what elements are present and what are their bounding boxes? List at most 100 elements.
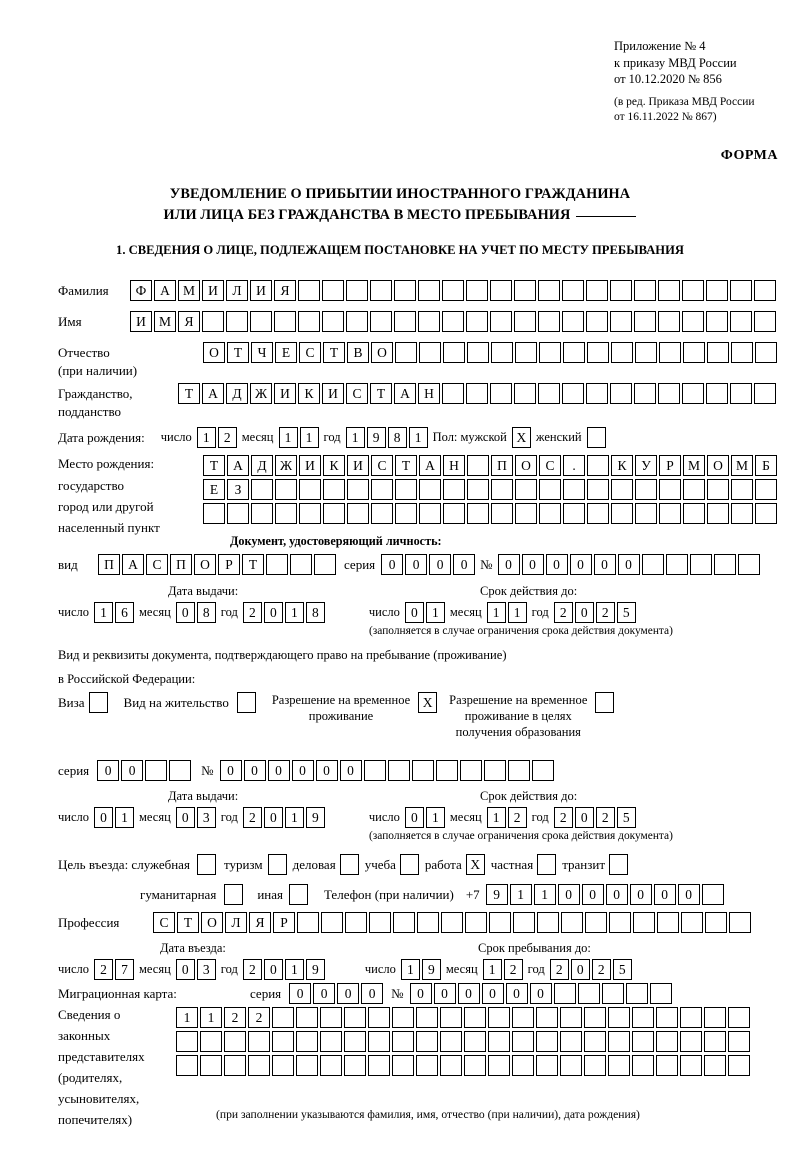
char-cell[interactable]	[272, 1031, 294, 1052]
char-cell[interactable]	[298, 311, 320, 332]
char-cell[interactable]: 2	[224, 1007, 246, 1028]
char-cell[interactable]	[586, 280, 608, 301]
char-cell[interactable]: 1	[509, 884, 532, 905]
char-cell[interactable]: У	[635, 455, 657, 476]
char-cell[interactable]: 2	[242, 602, 262, 623]
char-cell[interactable]: 1	[408, 427, 428, 448]
char-cell[interactable]: 2	[595, 807, 615, 828]
char-cell[interactable]	[587, 455, 609, 476]
char-cell[interactable]: М	[178, 280, 200, 301]
char-cell[interactable]	[464, 1055, 486, 1076]
char-cell[interactable]: 2	[94, 959, 114, 980]
char-cell[interactable]: С	[153, 912, 175, 933]
char-cell[interactable]: 1	[284, 807, 304, 828]
char-cell[interactable]	[339, 854, 359, 875]
char-cell[interactable]: 2	[242, 959, 262, 980]
char-cell[interactable]	[323, 503, 345, 524]
char-cell[interactable]: 1	[486, 807, 506, 828]
char-cell[interactable]	[323, 479, 345, 500]
char-cell[interactable]	[538, 311, 560, 332]
char-cell[interactable]	[536, 1055, 558, 1076]
char-cell[interactable]: 0	[529, 983, 552, 1004]
sex-female-checkbox[interactable]	[586, 427, 606, 448]
char-cell[interactable]: 0	[263, 807, 283, 828]
char-cell[interactable]	[491, 479, 513, 500]
char-cell[interactable]: 5	[616, 602, 636, 623]
char-cell[interactable]: 0	[545, 554, 568, 575]
char-cell[interactable]: 0	[175, 807, 195, 828]
char-cell[interactable]: 2	[553, 602, 573, 623]
char-cell[interactable]	[512, 1055, 534, 1076]
char-cell[interactable]	[368, 1055, 390, 1076]
char-cell[interactable]	[633, 912, 655, 933]
char-cell[interactable]	[728, 1055, 750, 1076]
char-cell[interactable]	[320, 1055, 342, 1076]
char-cell[interactable]	[539, 479, 561, 500]
char-cell[interactable]	[442, 280, 464, 301]
char-cell[interactable]: Р	[273, 912, 295, 933]
char-cell[interactable]	[658, 280, 680, 301]
char-cell[interactable]: 1	[482, 959, 502, 980]
purpose-business-checkbox[interactable]	[339, 854, 359, 875]
char-cell[interactable]	[706, 311, 728, 332]
representatives-row-2-cells[interactable]	[176, 1031, 750, 1052]
char-cell[interactable]	[537, 854, 557, 875]
char-cell[interactable]	[611, 342, 633, 363]
char-cell[interactable]: 0	[569, 554, 592, 575]
temp-residence-checkbox[interactable]: X	[418, 692, 438, 713]
char-cell[interactable]	[483, 760, 506, 781]
char-cell[interactable]	[297, 912, 319, 933]
char-cell[interactable]: 9	[485, 884, 508, 905]
char-cell[interactable]: Я	[178, 311, 200, 332]
char-cell[interactable]: К	[323, 455, 345, 476]
char-cell[interactable]	[562, 383, 584, 404]
char-cell[interactable]	[632, 1031, 654, 1052]
char-cell[interactable]: 0	[653, 884, 676, 905]
char-cell[interactable]	[298, 280, 320, 301]
char-cell[interactable]	[250, 311, 272, 332]
char-cell[interactable]: 2	[595, 602, 615, 623]
char-cell[interactable]: 1	[345, 427, 365, 448]
char-cell[interactable]	[713, 554, 736, 575]
char-cell[interactable]	[440, 1007, 462, 1028]
char-cell[interactable]: 0	[337, 983, 360, 1004]
char-cell[interactable]: X	[418, 692, 438, 713]
char-cell[interactable]	[224, 884, 244, 905]
char-cell[interactable]	[584, 1031, 606, 1052]
char-cell[interactable]	[689, 554, 712, 575]
char-cell[interactable]: Д	[251, 455, 273, 476]
char-cell[interactable]	[665, 554, 688, 575]
char-cell[interactable]	[467, 479, 489, 500]
char-cell[interactable]	[248, 1055, 270, 1076]
char-cell[interactable]	[560, 1007, 582, 1028]
char-cell[interactable]: В	[347, 342, 369, 363]
purpose-study-checkbox[interactable]	[399, 854, 419, 875]
char-cell[interactable]	[275, 479, 297, 500]
char-cell[interactable]: Д	[226, 383, 248, 404]
char-cell[interactable]	[202, 311, 224, 332]
char-cell[interactable]	[641, 554, 664, 575]
char-cell[interactable]: 6	[115, 602, 135, 623]
char-cell[interactable]: Л	[226, 280, 248, 301]
char-cell[interactable]: .	[563, 455, 585, 476]
char-cell[interactable]	[754, 280, 776, 301]
purpose-tourism-checkbox[interactable]	[267, 854, 287, 875]
char-cell[interactable]	[392, 1031, 414, 1052]
char-cell[interactable]	[649, 983, 672, 1004]
char-cell[interactable]: 8	[387, 427, 407, 448]
char-cell[interactable]	[706, 280, 728, 301]
char-cell[interactable]: 2	[248, 1007, 270, 1028]
char-cell[interactable]: Л	[225, 912, 247, 933]
char-cell[interactable]: 1	[533, 884, 556, 905]
char-cell[interactable]	[369, 912, 391, 933]
char-cell[interactable]	[601, 983, 624, 1004]
char-cell[interactable]: 0	[175, 602, 195, 623]
char-cell[interactable]	[394, 280, 416, 301]
char-cell[interactable]: Я	[249, 912, 271, 933]
char-cell[interactable]	[371, 479, 393, 500]
